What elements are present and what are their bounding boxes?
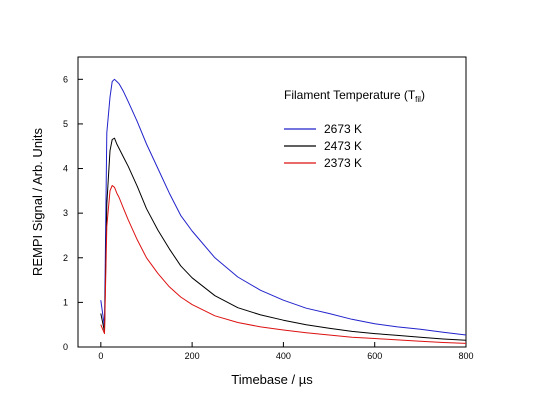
x-tick-label: 400 [276, 351, 291, 361]
series-line-2373-k [100, 185, 467, 344]
y-tick-label: 3 [63, 208, 68, 218]
legend-title-close: ) [421, 88, 425, 102]
series-line-2473-k [100, 137, 467, 341]
y-tick-label: 1 [63, 297, 68, 307]
legend: Filament Temperature (Tfil) 2673 K 2473 … [284, 88, 425, 170]
legend-label-2673k: 2673 K [324, 122, 362, 136]
x-tick-label: 600 [367, 351, 382, 361]
tick-group: 0 200 400 600 800 0 1 2 3 4 5 6 [63, 74, 474, 361]
y-tick-label: 4 [63, 164, 68, 174]
series-line-2673-k [100, 78, 467, 336]
legend-title-main: Filament Temperature (T [284, 88, 416, 102]
y-tick-label: 0 [63, 342, 68, 352]
x-axis-label: Timebase / µs [231, 372, 313, 387]
legend-label-2473k: 2473 K [324, 139, 362, 153]
series-group [100, 78, 467, 344]
y-tick-label: 5 [63, 119, 68, 129]
x-tick-label: 200 [185, 351, 200, 361]
legend-title: Filament Temperature (Tfil) [284, 88, 425, 104]
legend-label-2373k: 2373 K [324, 156, 362, 170]
legend-title-sub: fil [415, 95, 421, 104]
y-axis-label: REMPI Signal / Arb. Units [30, 127, 45, 276]
x-tick-label: 800 [458, 351, 473, 361]
y-tick-label: 2 [63, 253, 68, 263]
plot-frame [77, 56, 467, 348]
y-tick-label: 6 [63, 74, 68, 84]
x-tick-label: 0 [98, 351, 103, 361]
